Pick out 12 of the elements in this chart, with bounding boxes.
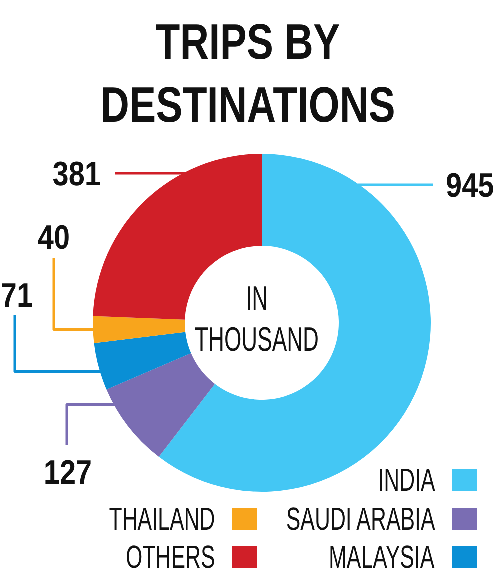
data-label: 71 bbox=[0, 276, 34, 314]
text: IN THOUSAND bbox=[194, 279, 320, 361]
legend-label: SAUDI ARABIA bbox=[286, 500, 435, 538]
legend-label: OTHERS bbox=[126, 538, 215, 576]
data-label: 127 bbox=[44, 452, 92, 492]
legend-label: MALAYSIA bbox=[329, 538, 435, 576]
data-label: 40 bbox=[38, 218, 70, 256]
legend-label: INDIA bbox=[378, 461, 435, 499]
data-label: 381 bbox=[52, 154, 101, 193]
data-label: 945 bbox=[446, 166, 494, 204]
chart-title: TRIPS BY DESTINATIONS bbox=[99, 13, 396, 135]
legend-label: THAILAND bbox=[108, 500, 215, 538]
